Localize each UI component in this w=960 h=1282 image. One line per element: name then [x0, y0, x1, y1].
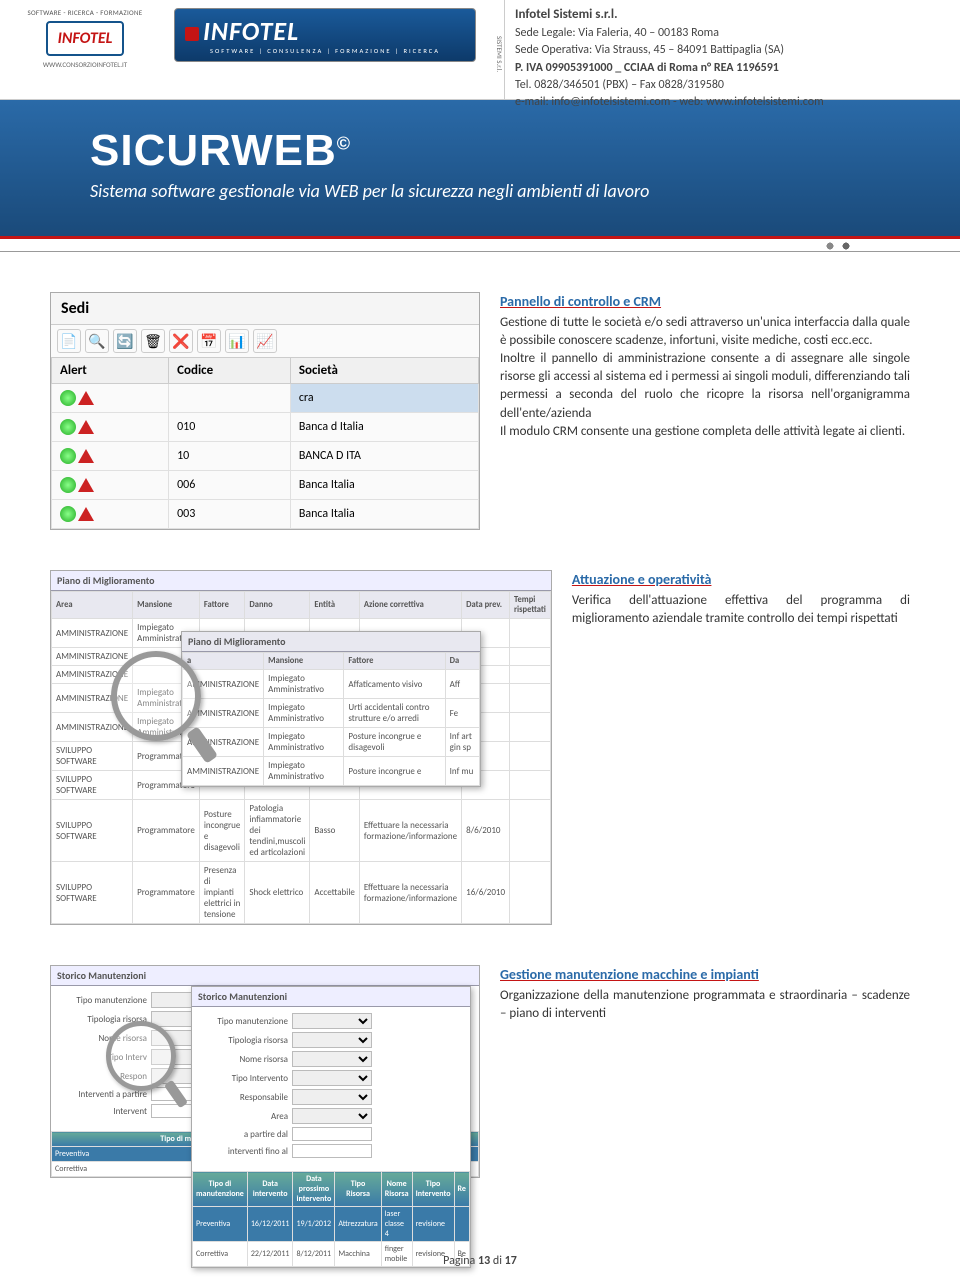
banner-title: SICURWEB	[90, 126, 337, 175]
table-row[interactable]: SVILUPPO SOFTWAREProgrammatorePosture in…	[52, 800, 551, 862]
logo-tagline: SOFTWARE - RICERCA - FORMAZIONE	[8, 8, 162, 17]
company-line1: Sede Legale: Via Faleria, 40 – 00183 Rom…	[515, 25, 950, 42]
status-alert-icon	[78, 449, 94, 463]
status-alert-icon	[78, 391, 94, 405]
logo-brand: INFOTEL	[46, 21, 125, 56]
section-crm: Sedi 📄 🔍 🔄 🗑 ❌ 📅 📊 📈 Alert Codice Socie	[50, 292, 910, 530]
table-row[interactable]: cra	[52, 384, 479, 413]
company-info: Infotel Sistemi s.r.l. Sede Legale: Via …	[504, 0, 960, 99]
vertical-tag: SISTEMI S.r.l.	[480, 0, 504, 99]
graph-icon[interactable]: 📈	[253, 329, 277, 353]
storico-bar: Storico Manutenzioni	[51, 966, 479, 986]
company-line5: e-mail: info@infotelsistemi.com - web: w…	[515, 94, 950, 111]
section-attuazione: Piano di Miglioramento AreaMansioneFatto…	[50, 570, 910, 925]
sec3-body: Organizzazione della manutenzione progra…	[500, 988, 910, 1021]
table-row[interactable]: AMMINISTRAZIONEImpiegato AmministrativoA…	[183, 670, 480, 699]
status-alert-icon	[78, 478, 94, 492]
sec2-body: Verifica dell'attuazione effettiva del p…	[572, 593, 910, 626]
status-green-icon	[60, 477, 76, 493]
sedi-toolbar: 📄 🔍 🔄 🗑 ❌ 📅 📊 📈	[51, 325, 479, 357]
storico-overlay: Storico Manutenzioni Tipo manutenzione T…	[191, 986, 471, 1268]
logo-url: WWW.CONSORZIOINFOTEL.IT	[8, 60, 162, 69]
sec2-title: Attuazione e operatività	[572, 570, 910, 590]
storico-panel: Storico Manutenzioni Tipo manutenzione T…	[50, 965, 480, 1178]
table-row[interactable]: AMMINISTRAZIONEImpiegato AmministrativoU…	[183, 699, 480, 728]
center-brand: INFOTEL	[203, 15, 299, 47]
logo-left: SOFTWARE - RICERCA - FORMAZIONE INFOTEL …	[0, 0, 170, 99]
table-row[interactable]: 003Banca Italia	[52, 500, 479, 529]
banner-copy: ©	[337, 133, 351, 153]
magnifier-icon	[111, 651, 201, 741]
status-green-icon	[60, 419, 76, 435]
company-line2: Sede Operativa: Via Strauss, 45 – 84091 …	[515, 42, 950, 59]
magnifier-icon	[106, 1021, 176, 1091]
table-row[interactable]: Preventiva16/12/201119/1/2012Attrezzatur…	[193, 1207, 470, 1242]
company-name: Infotel Sistemi s.r.l.	[515, 6, 950, 25]
banner-sub: Sistema software gestionale via WEB per …	[90, 180, 870, 202]
table-row[interactable]: AMMINISTRAZIONEImpiegato AmministrativoP…	[183, 757, 480, 786]
piano-bar: Piano di Miglioramento	[51, 571, 551, 591]
page-header: SOFTWARE - RICERCA - FORMAZIONE INFOTEL …	[0, 0, 960, 100]
piano-panel: Piano di Miglioramento AreaMansioneFatto…	[50, 570, 552, 925]
status-alert-icon	[78, 507, 94, 521]
calendar-icon[interactable]: 📅	[197, 329, 221, 353]
sec1-body: Gestione di tutte le società e/o sedi at…	[500, 315, 910, 439]
section-manutenzione: Storico Manutenzioni Tipo manutenzione T…	[50, 965, 910, 1178]
center-sub: SOFTWARE | CONSULENZA | FORMAZIONE | RIC…	[185, 47, 465, 55]
status-green-icon	[60, 448, 76, 464]
status-alert-icon	[78, 420, 94, 434]
col-societa: Società	[290, 358, 478, 384]
page-footer: Pagina 13 di 17	[0, 1254, 960, 1268]
table-row[interactable]: AMMINISTRAZIONEImpiegato AmministrativoP…	[183, 728, 480, 757]
logo-center: INFOTEL SOFTWARE | CONSULENZA | FORMAZIO…	[170, 0, 480, 99]
sedi-title: Sedi	[51, 293, 479, 325]
refresh-icon[interactable]: 🔄	[113, 329, 137, 353]
table-row[interactable]: 010Banca d Italia	[52, 413, 479, 442]
col-codice: Codice	[169, 358, 291, 384]
status-green-icon	[60, 390, 76, 406]
company-line4: Tel. 0828/346501 (PBX) – Fax 0828/319580	[515, 77, 950, 94]
col-alert: Alert	[52, 358, 169, 384]
doc-icon[interactable]: 📄	[57, 329, 81, 353]
sedi-table: Alert Codice Società cra 010Banca d Ital…	[51, 357, 479, 529]
status-green-icon	[60, 506, 76, 522]
close-icon[interactable]: ❌	[169, 329, 193, 353]
table-row[interactable]: 006Banca Italia	[52, 471, 479, 500]
table-row[interactable]: SVILUPPO SOFTWAREProgrammatorePresenza d…	[52, 862, 551, 924]
table-row[interactable]: 10BANCA D ITA	[52, 442, 479, 471]
piano-overlay-title: Piano di Miglioramento	[182, 632, 480, 652]
chart-icon[interactable]: 📊	[225, 329, 249, 353]
delete-icon[interactable]: 🗑	[141, 329, 165, 353]
divider	[0, 236, 960, 252]
piano-overlay: Piano di Miglioramento aMansioneFattoreD…	[181, 631, 481, 787]
sedi-panel: Sedi 📄 🔍 🔄 🗑 ❌ 📅 📊 📈 Alert Codice Socie	[50, 292, 480, 530]
banner: SICURWEB© Sistema software gestionale vi…	[0, 100, 960, 236]
sec1-title: Pannello di controllo e CRM	[500, 292, 910, 312]
sec3-title: Gestione manutenzione macchine e impiant…	[500, 965, 910, 985]
company-line3: P. IVA 09905391000 _ CCIAA di Roma n° RE…	[515, 60, 950, 77]
search-icon[interactable]: 🔍	[85, 329, 109, 353]
